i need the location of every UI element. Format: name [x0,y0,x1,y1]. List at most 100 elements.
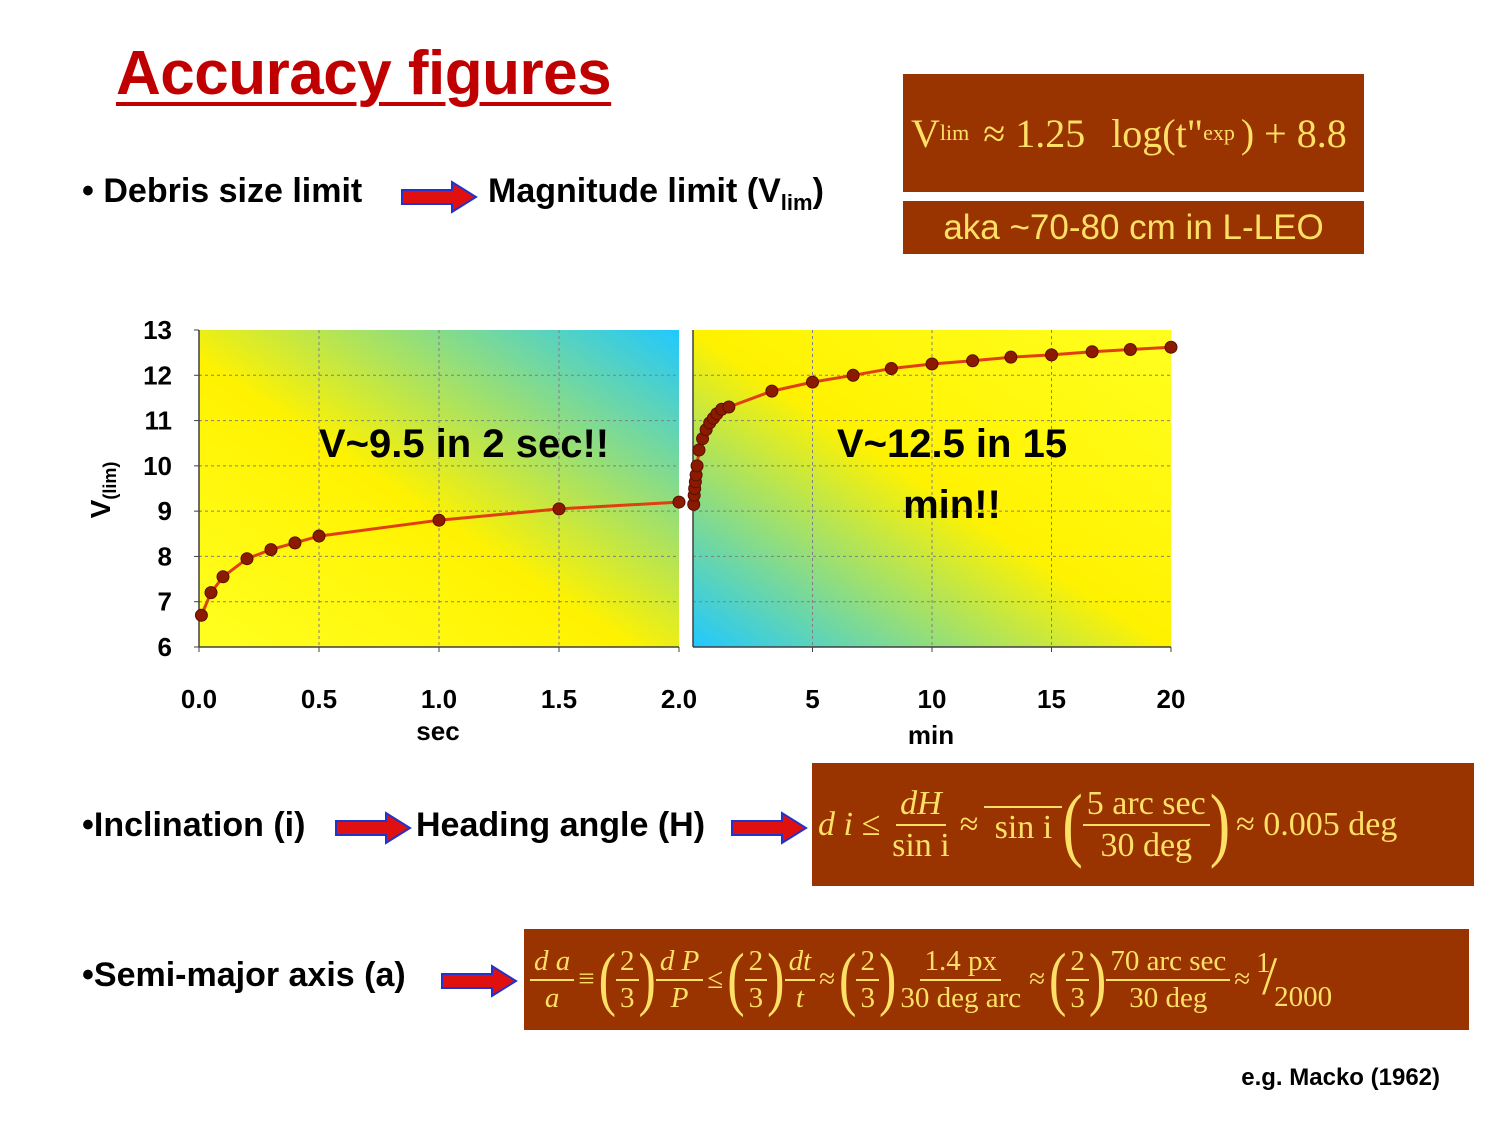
chart-data-point [690,459,704,473]
chart-x-tick-label: 10 [918,684,947,714]
formula-inclination: d i ≤ dH sin i ≈ sin i ( 5 arc sec 30 deg … [812,763,1474,886]
chart-y-tick-label: 10 [143,451,172,481]
axis-approx: ≈ [1029,963,1046,995]
incl-f3-num: 5 arc sec [1082,786,1210,826]
chart-x-tick-label: 20 [1157,684,1186,714]
incl-f1-num: dH [896,786,946,826]
axis-f1-den: a [544,981,560,1014]
chart-data-point [672,495,686,509]
magnitude-limit-subscript: lim [780,190,813,215]
reference-citation: e.g. Macko (1962) [1241,1064,1440,1091]
axis-f5-den: 30 deg [1129,981,1208,1014]
axis-two: 2 [1066,946,1089,981]
chart-data-point [722,400,736,414]
chart-data-point [204,586,218,600]
chart-x-tick-label: 0.0 [181,684,217,714]
axis-f4-den: 30 deg arc [900,981,1022,1014]
chart-data-point [765,384,779,398]
bullet-debris-size: • Debris size limit [82,172,362,211]
chart-series-line [200,500,680,616]
axis-f3-num: dt [784,946,816,981]
incl-f1-den: sin i [892,826,950,864]
page-title: Accuracy figures [116,39,612,108]
chart-data-point [312,529,326,543]
axis-fraction-arcsec: 70 arc sec 30 deg [1106,946,1231,1014]
chart-y-tick-label: 12 [143,360,172,390]
chart-data-point [194,608,208,622]
chart-y-tick-label: 6 [158,632,172,662]
bullet-semi-major-axis: •Semi-major axis (a) [82,956,406,995]
axis-f2-num: d P [655,946,704,981]
axis-f3-den: t [795,981,804,1014]
chart-data-point [264,543,278,557]
bullet-magnitude-limit: Magnitude limit (Vlim) [488,172,824,216]
chart-data-point [806,375,819,389]
chart-annotation: V~9.5 in 2 sec!! [319,422,609,466]
chart-x-axis-label: min [908,720,954,750]
chart-data-point [1045,348,1058,362]
magnitude-limit-chart: 0.0 0.5 1.0 1.5 2.0 sec V~9.5 in 2 sec!! 5 10 15 2… [85,315,1186,750]
chart-y-tick-label: 7 [158,587,172,617]
incl-fraction-1: dH sin i [888,786,954,863]
bullet-heading-angle: Heading angle (H) [416,806,705,845]
incl-approx: ≈ [959,805,979,843]
bullet-debris-size-label: • Debris size limit [82,172,363,210]
right-arrow-icon [401,180,478,214]
chart-y-axis-label-subscript: (lim) [100,462,120,500]
axis-three: 3 [860,981,875,1014]
axis-approx: ≈ [819,963,836,995]
axis-result-fraction: 1 / 2000 [1254,945,1340,1015]
incl-f2-den: sin i [994,808,1053,846]
axis-fraction-px: 1.4 px 30 deg arc [896,946,1025,1013]
chart-y-tick-label: 8 [158,541,172,571]
incl-f2-num [984,804,1063,808]
chart-data-point [552,502,566,516]
chart-annotation: min!! [903,483,1001,527]
axis-three: 3 [620,981,635,1014]
incl-fraction-3: 5 arc sec 30 deg [1082,786,1210,864]
axis-three: 3 [748,981,764,1014]
axis-le: ≤ [707,963,724,995]
magnitude-limit-close: ) [812,172,824,210]
semi-major-axis-label: •Semi-major axis (a) [82,956,406,994]
axis-three: 3 [1070,981,1085,1014]
chart-data-point [1085,345,1099,359]
axis-two: 2 [856,946,879,981]
vlim-log: log(t" [1111,110,1204,156]
right-arrow-icon [731,811,808,845]
chart-data-point [1123,342,1137,356]
magnitude-limit-label: Magnitude limit (V [488,172,781,210]
bullet-inclination: •Inclination (i) [82,806,305,845]
chart-data-point [692,443,706,457]
axis-two: 2 [616,946,639,981]
vlim-subscript: lim [939,120,970,145]
chart-data-point [1004,350,1018,364]
chart-data-point [1164,340,1178,354]
axis-equiv: ≡ [578,963,595,995]
chart-y-axis-label: V(lim) [85,462,120,519]
axis-f1-num: d a [530,946,575,981]
chart-data-point [240,552,254,566]
axis-two: 2 [744,946,768,981]
chart-x-tick-label: 2.0 [661,684,697,714]
chart-data-point [216,570,230,584]
incl-result: ≈ 0.005 deg [1236,805,1398,843]
chart-x-tick-label: 15 [1037,684,1066,714]
inclination-label: •Inclination (i) [82,806,306,844]
axis-result-2000: 2000 [1274,980,1333,1013]
incl-fraction-2: sin i [984,804,1063,846]
axis-result-one: 1 [1256,946,1271,979]
incl-f3-den: 30 deg [1100,826,1193,864]
right-arrow-icon [335,811,412,845]
chart-data-point [966,354,980,368]
chart-data-point [432,513,446,527]
chart-y-tick-label: 9 [158,496,172,526]
chart-y-tick-label: 13 [143,315,172,345]
